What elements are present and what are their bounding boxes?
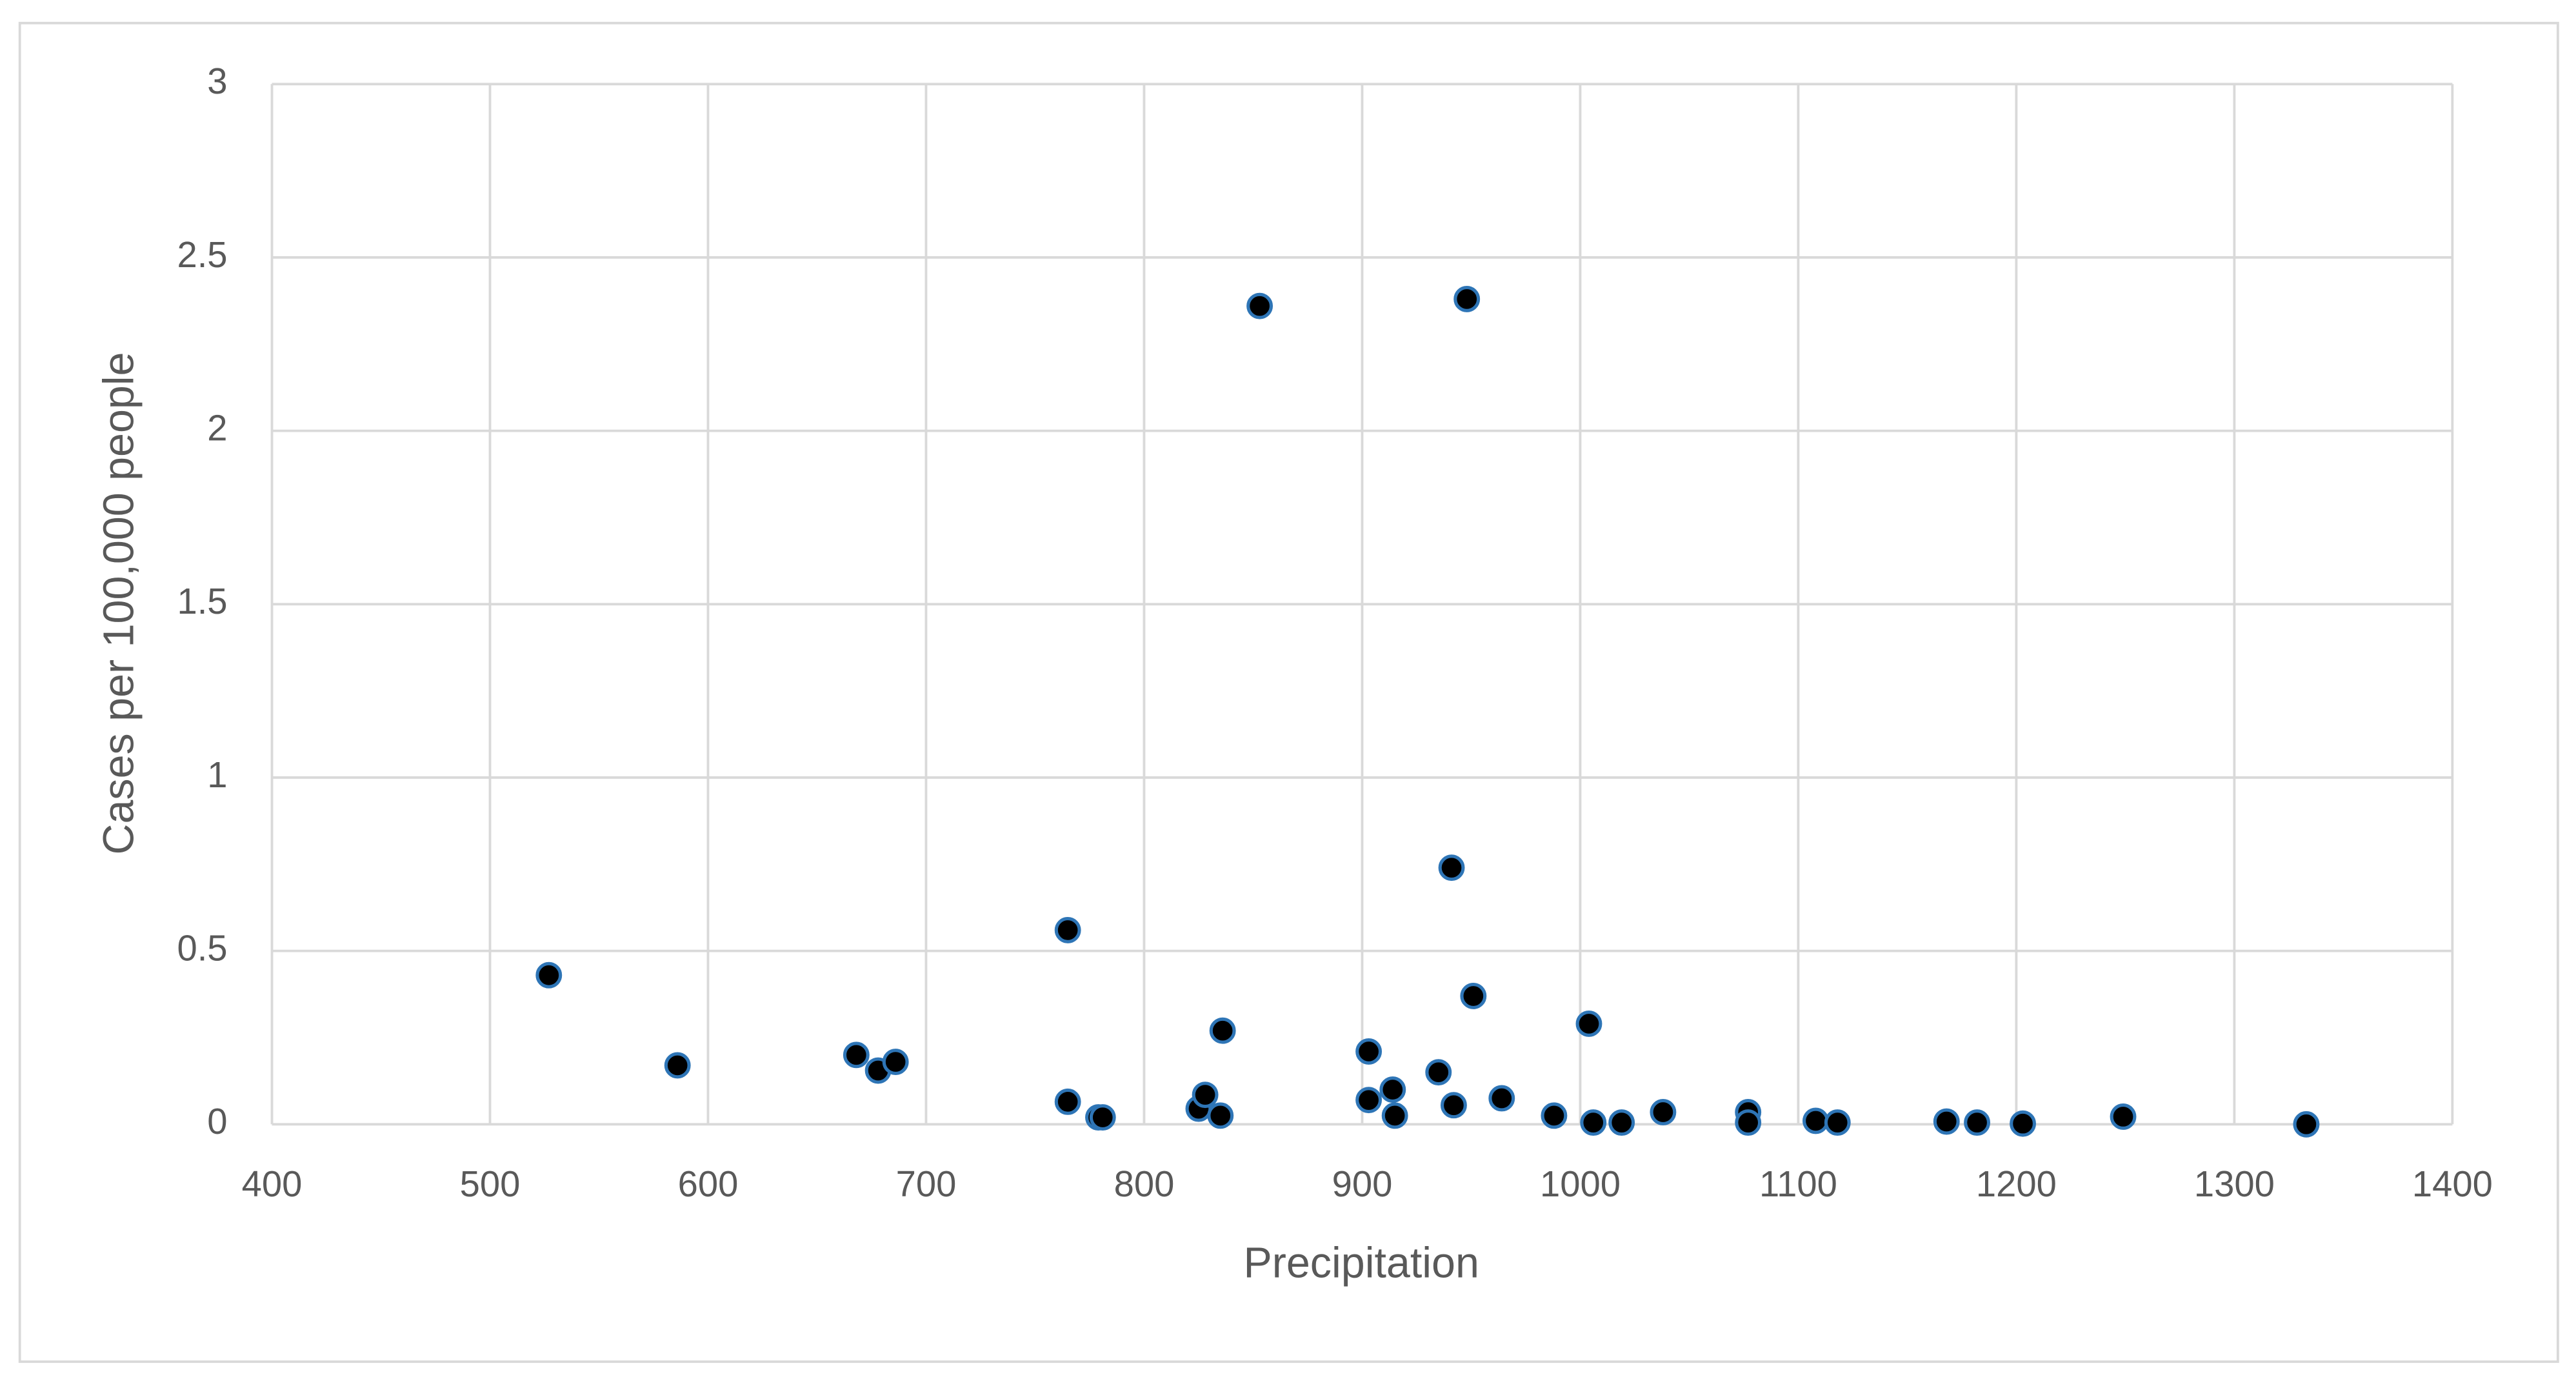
point xyxy=(1355,1038,1383,1065)
point xyxy=(1650,1099,1677,1125)
x-tick-label: 1400 xyxy=(2412,1163,2493,1204)
point xyxy=(2293,1111,2320,1138)
point xyxy=(1735,1109,1762,1136)
point xyxy=(1460,983,1487,1009)
point xyxy=(1207,1102,1234,1129)
y-tick-label: 0.5 xyxy=(177,927,227,968)
y-axis-label: Cases per 100,000 people xyxy=(95,352,143,855)
point xyxy=(1541,1102,1568,1129)
point xyxy=(1824,1109,1851,1136)
point xyxy=(1575,1011,1603,1037)
y-tick-label: 3 xyxy=(207,61,227,101)
x-tick-label: 1100 xyxy=(1759,1163,1837,1204)
point xyxy=(882,1049,909,1076)
point xyxy=(1054,916,1081,943)
point xyxy=(2010,1110,2036,1137)
point xyxy=(1933,1108,1960,1135)
point xyxy=(664,1052,691,1079)
x-tick-label: 1000 xyxy=(1540,1163,1621,1204)
point xyxy=(1246,292,1273,319)
x-tick-label: 700 xyxy=(896,1163,957,1204)
y-tick-label: 2 xyxy=(207,407,227,448)
point xyxy=(1488,1085,1515,1112)
x-tick-label: 800 xyxy=(1114,1163,1175,1204)
point xyxy=(1425,1059,1452,1086)
point xyxy=(1608,1109,1635,1136)
point xyxy=(1379,1076,1406,1103)
point xyxy=(1438,854,1465,881)
point xyxy=(1054,1088,1081,1115)
x-tick-label: 500 xyxy=(460,1163,521,1204)
point xyxy=(1802,1107,1829,1134)
point xyxy=(1209,1017,1236,1044)
point xyxy=(1355,1087,1383,1114)
x-tick-label: 600 xyxy=(678,1163,739,1204)
chart-border xyxy=(18,21,2559,1364)
point xyxy=(1964,1109,1991,1136)
point xyxy=(1381,1102,1408,1129)
x-tick-label: 1200 xyxy=(1976,1163,2057,1204)
point xyxy=(843,1042,870,1069)
point xyxy=(535,961,563,989)
x-tick-label: 900 xyxy=(1332,1163,1393,1204)
point xyxy=(1440,1092,1467,1119)
x-tick-label: 1300 xyxy=(2194,1163,2275,1204)
point xyxy=(1192,1082,1219,1109)
point xyxy=(1453,286,1481,312)
y-tick-label: 1 xyxy=(207,754,227,795)
point xyxy=(1580,1109,1607,1136)
y-tick-label: 1.5 xyxy=(177,581,227,621)
y-tick-label: 2.5 xyxy=(177,234,227,275)
y-tick-label: 0 xyxy=(207,1101,227,1142)
x-tick-label: 400 xyxy=(242,1163,303,1204)
point xyxy=(2110,1103,2137,1130)
point xyxy=(1089,1104,1116,1131)
x-axis-label: Precipitation xyxy=(1243,1240,1479,1287)
